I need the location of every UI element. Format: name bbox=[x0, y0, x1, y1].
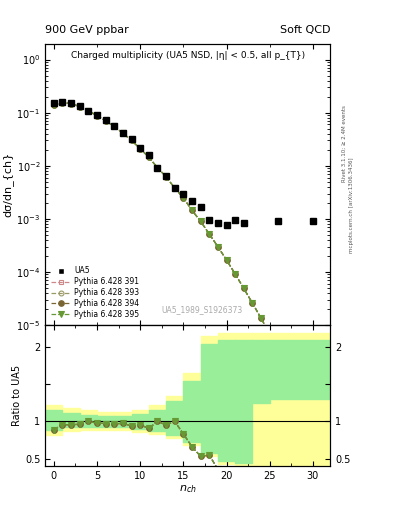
Text: UA5_1989_S1926373: UA5_1989_S1926373 bbox=[161, 305, 242, 314]
Y-axis label: Ratio to UA5: Ratio to UA5 bbox=[12, 365, 22, 426]
X-axis label: $n_{ch}$: $n_{ch}$ bbox=[179, 483, 196, 495]
Y-axis label: dσ/dn_{ch}: dσ/dn_{ch} bbox=[2, 152, 13, 217]
Text: Soft QCD: Soft QCD bbox=[280, 25, 330, 35]
Text: Rivet 3.1.10; ≥ 2.4M events: Rivet 3.1.10; ≥ 2.4M events bbox=[342, 105, 346, 182]
Text: 900 GeV ppbar: 900 GeV ppbar bbox=[45, 25, 129, 35]
Text: Charged multiplicity (UA5 NSD, |η| < 0.5, all p_{T}): Charged multiplicity (UA5 NSD, |η| < 0.5… bbox=[71, 51, 305, 59]
Legend: UA5, Pythia 6.428 391, Pythia 6.428 393, Pythia 6.428 394, Pythia 6.428 395: UA5, Pythia 6.428 391, Pythia 6.428 393,… bbox=[49, 264, 141, 322]
Text: mcplots.cern.ch [arXiv:1306.3436]: mcplots.cern.ch [arXiv:1306.3436] bbox=[349, 157, 354, 252]
